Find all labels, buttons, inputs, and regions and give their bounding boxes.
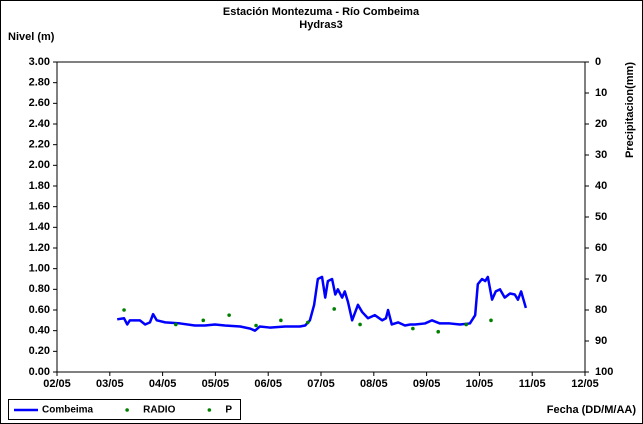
- y-tick-label: 1.00: [29, 263, 50, 275]
- data-point: [489, 318, 493, 323]
- y-tick-label: 2.40: [29, 118, 50, 130]
- x-tick-label: 07/05: [307, 378, 335, 390]
- legend: [8, 399, 241, 420]
- chart-subtitle: Hydras3: [299, 19, 342, 31]
- y2-tick-label: 10: [595, 87, 607, 99]
- y-tick-label: 3.00: [29, 56, 50, 68]
- x-tick-label: 12/05: [571, 378, 599, 390]
- x-tick-label: 03/05: [96, 378, 124, 390]
- data-point: [436, 329, 441, 334]
- data-point: [306, 320, 310, 325]
- legend-label: Combeima: [42, 405, 94, 416]
- data-line: [117, 275, 528, 332]
- y-tick-label: 0.40: [29, 325, 50, 337]
- x-tick-label: 06/05: [254, 378, 282, 390]
- y-tick-label: 0.20: [29, 345, 50, 357]
- y2-tick-label: 80: [595, 304, 607, 316]
- y2-tick-label: 90: [595, 335, 607, 347]
- x-axis-label: Fecha (DD/M/AA): [547, 404, 637, 416]
- y-axis-label: Nivel (m): [8, 31, 55, 43]
- data-point: [201, 318, 206, 323]
- y-tick-label: 2.60: [29, 97, 50, 109]
- y2-tick-label: 30: [595, 149, 607, 161]
- data-point: [411, 326, 415, 331]
- x-tick-label: 11/05: [519, 378, 546, 390]
- data-point: [254, 323, 258, 328]
- y-tick-label: 0.00: [29, 366, 50, 378]
- y-tick-label: 1.80: [29, 180, 50, 192]
- y-tick-label: 2.20: [29, 139, 50, 151]
- y2-tick-label: 0: [595, 56, 601, 68]
- data-point: [279, 318, 283, 323]
- x-tick-label: 02/05: [43, 378, 71, 390]
- y2-tick-label: 70: [595, 273, 607, 285]
- y2-axis-label: Precipitacion(mm): [624, 62, 636, 158]
- y2-tick-label: 60: [595, 242, 607, 254]
- y2-tick-label: 40: [595, 180, 607, 192]
- y2-tick-label: 20: [595, 118, 607, 130]
- legend-swatch: [207, 408, 212, 412]
- y-tick-label: 0.60: [29, 304, 50, 316]
- y-tick-label: 2.80: [29, 77, 50, 89]
- legend-label: RADIO: [143, 405, 175, 416]
- legend-label: P: [225, 405, 232, 416]
- data-point: [464, 322, 469, 327]
- y-tick-label: 0.80: [29, 283, 50, 295]
- data-point: [227, 313, 231, 317]
- y2-tick-label: 100: [595, 366, 613, 378]
- legend-swatch: [125, 408, 129, 412]
- data-point: [358, 322, 362, 327]
- chart-title: Estación Montezuma - Río Combeima: [223, 6, 420, 18]
- x-tick-label: 08/05: [360, 378, 388, 390]
- x-tick-label: 04/05: [149, 378, 177, 390]
- y-tick-label: 1.40: [29, 221, 50, 233]
- y-tick-label: 2.00: [29, 159, 50, 171]
- x-tick-label: 10/05: [466, 378, 494, 390]
- x-tick-label: 09/05: [413, 378, 441, 390]
- data-point: [332, 307, 337, 311]
- y-tick-label: 1.60: [29, 201, 50, 213]
- x-tick-label: 05/05: [202, 378, 230, 390]
- y2-tick-label: 50: [595, 211, 607, 223]
- data-point: [174, 322, 178, 327]
- data-point: [122, 308, 126, 312]
- y-tick-label: 1.20: [29, 242, 50, 254]
